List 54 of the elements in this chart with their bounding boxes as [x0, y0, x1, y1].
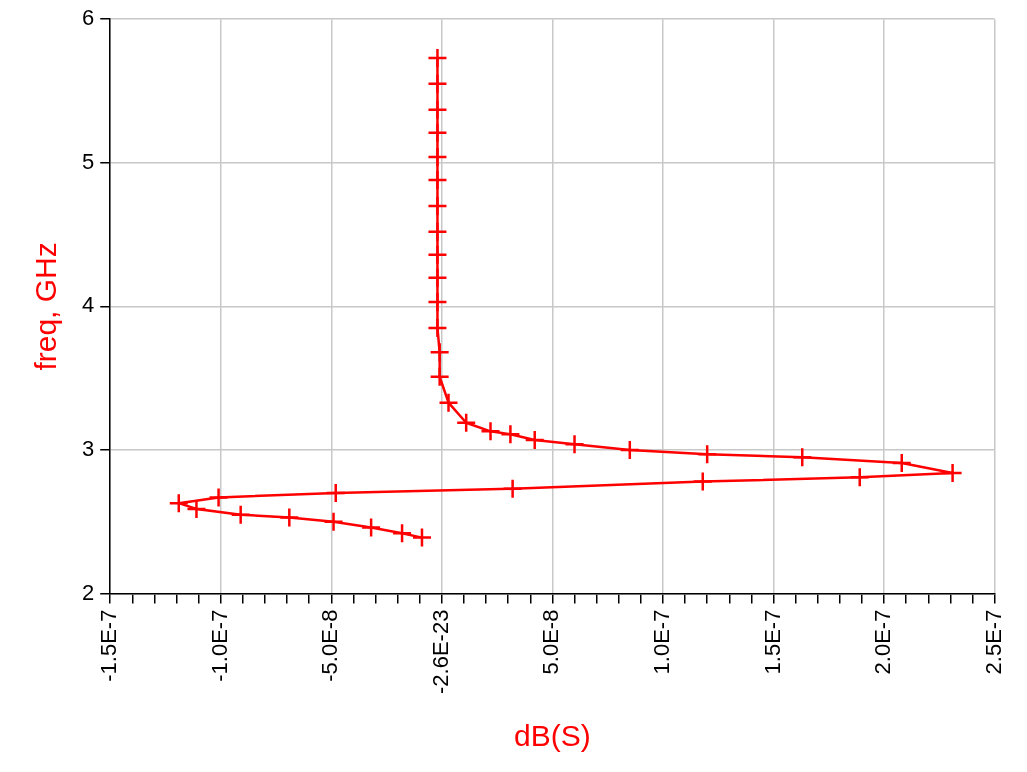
point	[427, 267, 448, 288]
point	[696, 444, 718, 465]
point	[429, 366, 450, 388]
point	[427, 73, 448, 95]
y-tick-label: 3	[81, 436, 95, 462]
point	[427, 244, 448, 265]
y-axis-title: freq, GHz	[29, 242, 63, 371]
point	[391, 523, 413, 544]
point	[455, 412, 477, 433]
x-tick-label: 2.0E-7	[870, 609, 896, 675]
point	[427, 122, 448, 143]
point	[360, 517, 382, 538]
x-tick-label: 2.5E-7	[980, 609, 1006, 675]
point	[427, 169, 448, 191]
point	[500, 423, 521, 445]
point	[942, 462, 963, 484]
point	[792, 446, 813, 468]
point	[427, 47, 448, 69]
x-tick-label: 1.5E-7	[759, 609, 785, 675]
point	[208, 487, 229, 508]
y-tick-label: 2	[81, 579, 95, 605]
x-tick-label: -1.5E-7	[96, 609, 122, 682]
point	[438, 392, 459, 413]
point	[323, 511, 344, 533]
point	[186, 498, 207, 520]
point	[279, 507, 300, 528]
x-tick-label: 1.0E-7	[649, 609, 675, 675]
x-tick-label: -1.0E-7	[206, 609, 232, 682]
y-tick-label: 6	[81, 5, 95, 31]
point	[502, 478, 523, 500]
point	[619, 439, 641, 461]
x-tick-label: -2.6E-23	[427, 609, 453, 695]
point	[427, 291, 448, 313]
x-tick-label: -5.0E-8	[317, 609, 343, 682]
point	[411, 527, 433, 548]
point	[427, 195, 448, 217]
point	[427, 317, 448, 339]
point	[427, 146, 448, 168]
y-tick-label: 5	[81, 148, 95, 174]
point	[429, 342, 450, 363]
point	[427, 221, 448, 242]
x-tick-label: 5.0E-8	[538, 609, 564, 675]
point	[230, 504, 251, 525]
point	[524, 429, 545, 451]
point	[480, 421, 501, 442]
point	[849, 467, 870, 488]
y-tick-label: 4	[81, 292, 95, 318]
point	[692, 471, 714, 492]
point	[891, 452, 912, 474]
point	[564, 434, 585, 455]
x-axis-title: dB(S)	[514, 719, 591, 753]
point	[427, 99, 448, 120]
point	[325, 482, 346, 504]
point	[168, 492, 190, 514]
